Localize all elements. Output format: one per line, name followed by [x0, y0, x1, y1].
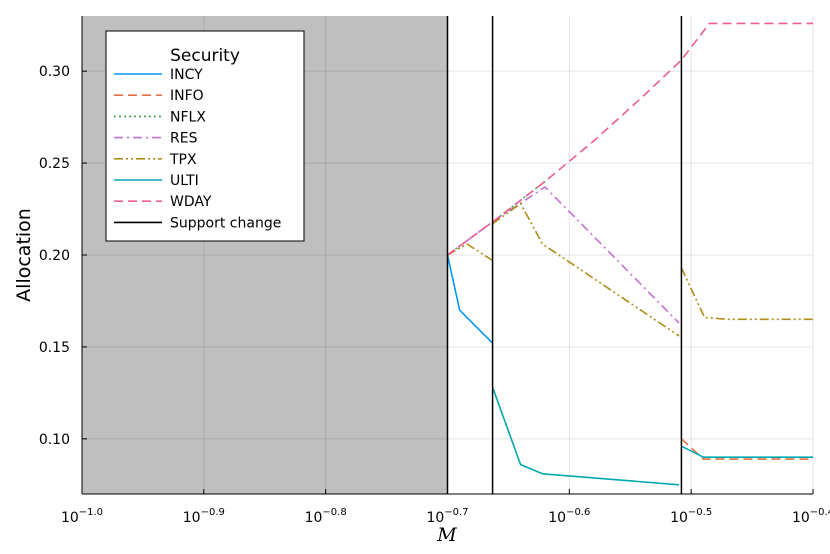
legend-box — [105, 30, 305, 242]
series-line-tpx-0 — [447, 243, 494, 262]
legend-label-4: TPX — [169, 152, 197, 168]
x-tick-label-5: 10−0.5 — [670, 507, 712, 526]
series-line-ulti-1 — [681, 445, 813, 459]
legend-label-5: ULTI — [170, 173, 199, 189]
x-tick-label-2: 10−0.8 — [305, 507, 347, 526]
x-tick-label-0: 10−1.0 — [61, 507, 103, 526]
y-tick-label-1: 0.15 — [39, 340, 70, 356]
y-axis-label: Allocation — [13, 208, 35, 302]
x-tick-label-1: 10−0.9 — [183, 507, 225, 526]
y-tick-label-4: 0.30 — [39, 64, 70, 80]
x-tick-label-6: 10−0.4 — [792, 507, 830, 526]
y-tick-labels: 0.10 0.15 0.20 0.25 0.30 — [39, 64, 87, 448]
y-tick-label-2: 0.20 — [39, 248, 70, 264]
legend-label-1: INFO — [170, 88, 204, 104]
y-tick-label-3: 0.25 — [39, 156, 70, 172]
series-lines — [446, 22, 813, 486]
series-line-info-0 — [680, 438, 813, 460]
series-line-incy-0 — [446, 254, 494, 344]
legend-label-0: INCY — [170, 67, 203, 83]
series-line-ulti-0 — [491, 387, 680, 486]
x-tick-label-3: 10−0.7 — [426, 507, 468, 526]
series-line-tpx-2 — [680, 267, 813, 321]
x-axis-label: M — [436, 524, 457, 546]
legend-label-2: NFLX — [170, 109, 206, 125]
support-change-lines — [446, 16, 683, 494]
x-tick-labels: 10−1.0 10−0.9 10−0.8 10−0.7 10−0.6 10−0.5 10−0… — [61, 489, 830, 526]
legend-label-7: Support change — [170, 215, 281, 231]
legend-title: Security — [170, 46, 240, 66]
x-tick-label-4: 10−0.6 — [548, 507, 590, 526]
legend-label-3: RES — [170, 131, 198, 147]
y-tick-label-0: 0.10 — [39, 432, 70, 448]
legend: Security INCY INFO NFLX RES TPX ULTI WDAY Suppo… — [105, 30, 305, 242]
series-line-tpx-1 — [492, 202, 680, 337]
series-line-wday-0 — [447, 22, 813, 256]
legend-label-6: WDAY — [170, 194, 212, 210]
series-line-res-0 — [447, 186, 680, 324]
